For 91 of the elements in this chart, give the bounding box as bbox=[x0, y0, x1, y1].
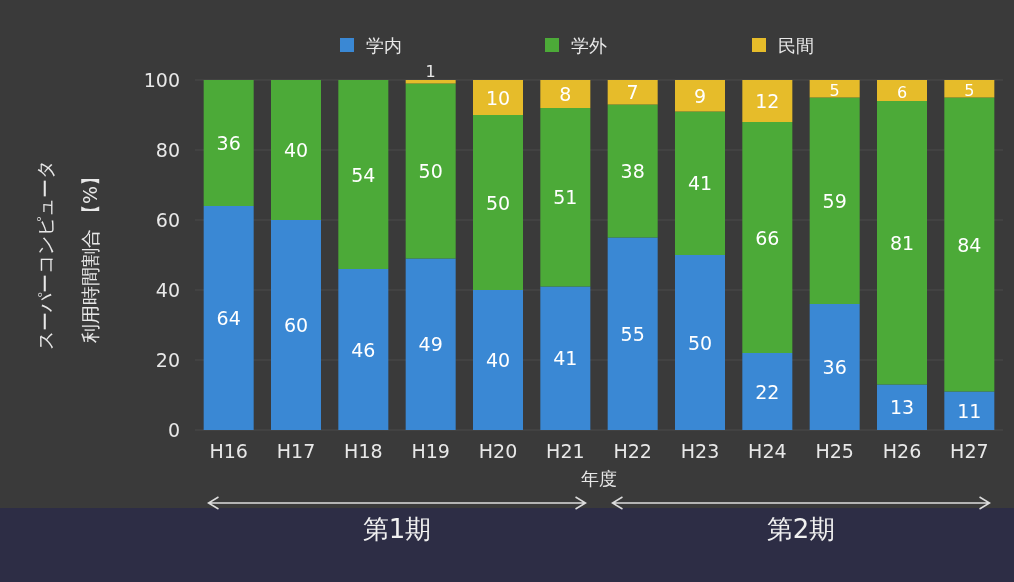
data-label: 55 bbox=[620, 322, 645, 345]
data-label: 54 bbox=[351, 163, 376, 186]
data-label: 13 bbox=[889, 396, 915, 419]
bar bbox=[877, 384, 927, 430]
data-label: 10 bbox=[485, 86, 511, 109]
data-label: 5 bbox=[829, 80, 840, 100]
bar bbox=[944, 97, 995, 392]
x-tick-label: H24 bbox=[748, 440, 787, 462]
data-label: 38 bbox=[620, 160, 645, 182]
data-label: 50 bbox=[418, 160, 443, 182]
bar bbox=[675, 111, 725, 255]
y-tick-label: 20 bbox=[155, 349, 180, 371]
x-tick-label: H16 bbox=[209, 440, 248, 462]
bar bbox=[338, 269, 389, 430]
bar bbox=[607, 104, 658, 238]
data-label: 9 bbox=[693, 84, 707, 107]
data-label: 59 bbox=[822, 189, 847, 212]
x-tick-label: H26 bbox=[882, 440, 922, 462]
text: スーパーコンピュータ利用時間割合 【%】 bbox=[34, 160, 101, 350]
y-tick-label: 60 bbox=[155, 209, 180, 231]
data-label: 12 bbox=[755, 90, 780, 112]
bar bbox=[473, 115, 523, 290]
data-label: 1 bbox=[425, 62, 436, 81]
y-tick-label: 0 bbox=[167, 419, 180, 441]
bar bbox=[607, 237, 658, 430]
data-label: 84 bbox=[957, 233, 982, 256]
bar bbox=[405, 83, 456, 259]
bar bbox=[809, 80, 860, 98]
bar bbox=[271, 80, 321, 220]
data-label: 40 bbox=[485, 349, 511, 371]
bar bbox=[540, 286, 591, 430]
bar bbox=[203, 206, 254, 430]
data-label: 60 bbox=[283, 314, 309, 336]
bar bbox=[742, 353, 793, 430]
bar bbox=[675, 255, 725, 430]
x-tick-label: H18 bbox=[344, 440, 383, 462]
data-label: 50 bbox=[687, 331, 713, 354]
bar bbox=[540, 80, 591, 108]
bar bbox=[405, 258, 456, 430]
bar bbox=[944, 80, 995, 98]
x-tick-label: H20 bbox=[478, 440, 518, 462]
data-label: 36 bbox=[822, 356, 847, 378]
y-tick-label: 100 bbox=[143, 69, 180, 91]
x-tick-label: H25 bbox=[815, 440, 854, 462]
x-tick-label: H17 bbox=[276, 440, 316, 462]
data-label: 46 bbox=[351, 338, 376, 361]
bar bbox=[944, 391, 995, 430]
data-label: 5 bbox=[964, 80, 975, 100]
data-label: 7 bbox=[626, 81, 639, 104]
data-label: 50 bbox=[485, 191, 511, 214]
bar bbox=[473, 290, 523, 430]
data-label: 41 bbox=[687, 172, 713, 195]
text: 第1期 bbox=[362, 514, 432, 544]
bar bbox=[742, 80, 793, 122]
x-tick-label: H21 bbox=[546, 440, 585, 462]
text: 第2期 bbox=[766, 514, 836, 544]
y-tick-label: 40 bbox=[155, 279, 180, 301]
bar bbox=[809, 304, 860, 430]
data-label: 51 bbox=[553, 186, 578, 209]
bar bbox=[742, 122, 793, 353]
data-label: 66 bbox=[755, 226, 780, 249]
data-label: 6 bbox=[896, 82, 908, 102]
x-tick-label: H27 bbox=[950, 440, 989, 462]
data-label: 40 bbox=[283, 139, 309, 161]
legend-label: 学外 bbox=[571, 35, 607, 56]
legend-label: 民間 bbox=[778, 35, 814, 56]
bar bbox=[473, 80, 523, 115]
data-label: 8 bbox=[559, 83, 572, 105]
bar bbox=[271, 220, 321, 430]
data-label: 81 bbox=[889, 231, 915, 254]
data-label: 22 bbox=[755, 380, 780, 403]
data-label: 41 bbox=[553, 347, 578, 370]
x-tick-label: H19 bbox=[411, 440, 450, 462]
legend-label: 学内 bbox=[366, 35, 402, 56]
data-label: 11 bbox=[957, 399, 982, 422]
bar bbox=[809, 97, 860, 304]
bar bbox=[338, 80, 389, 269]
bar bbox=[877, 101, 927, 385]
data-label: 64 bbox=[216, 307, 241, 329]
data-label: 36 bbox=[216, 132, 241, 154]
x-tick-label: H23 bbox=[680, 440, 720, 462]
bar bbox=[405, 80, 456, 84]
bar bbox=[540, 108, 591, 287]
bar bbox=[675, 80, 725, 112]
x-tick-label: H22 bbox=[613, 440, 652, 462]
x-axis-title: 年度 bbox=[581, 468, 617, 489]
bar bbox=[607, 80, 658, 105]
bar bbox=[877, 80, 927, 101]
y-tick-label: 80 bbox=[155, 139, 180, 161]
data-label: 49 bbox=[418, 333, 443, 356]
bar bbox=[203, 80, 254, 206]
